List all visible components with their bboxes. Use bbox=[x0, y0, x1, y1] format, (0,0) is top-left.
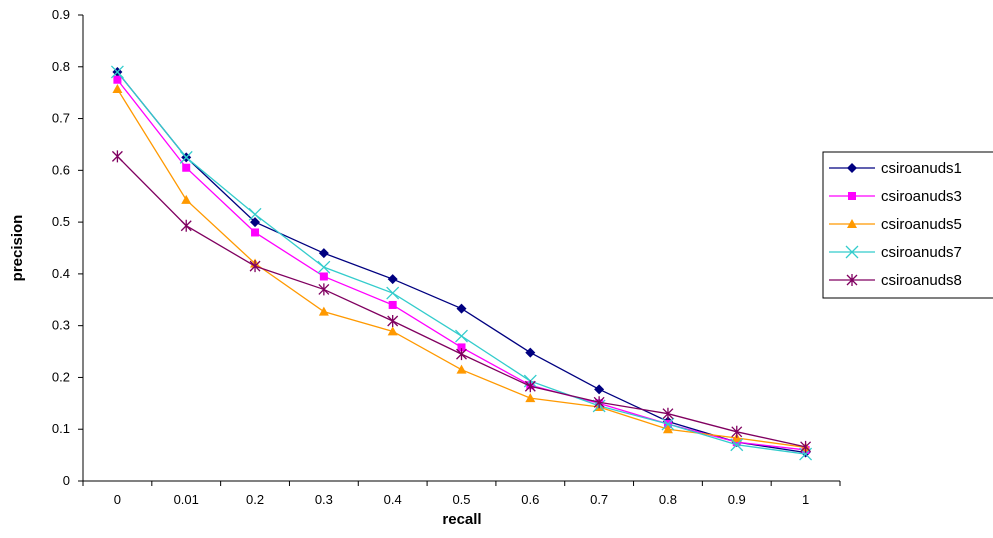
data-point bbox=[732, 438, 741, 447]
data-point bbox=[388, 300, 397, 309]
series-csiroanuds5 bbox=[112, 84, 811, 452]
legend-marker bbox=[847, 163, 857, 173]
series-line bbox=[116, 71, 806, 454]
data-point bbox=[318, 306, 329, 316]
data-point bbox=[456, 303, 467, 314]
series-csiroanuds1 bbox=[112, 66, 811, 458]
data-point bbox=[111, 150, 123, 163]
data-point bbox=[662, 407, 674, 420]
legend-label: csiroanuds7 bbox=[881, 244, 962, 261]
data-point bbox=[387, 326, 398, 336]
data-point bbox=[180, 219, 192, 232]
legend-entry: csiroanuds3 bbox=[829, 188, 962, 205]
legend-marker bbox=[848, 192, 856, 200]
legend-entry: csiroanuds5 bbox=[829, 216, 962, 233]
data-point bbox=[110, 65, 124, 79]
data-point bbox=[456, 364, 467, 374]
data-point bbox=[251, 228, 260, 237]
data-point bbox=[594, 384, 605, 395]
y-tick-label: 0 bbox=[63, 473, 70, 488]
series-layer bbox=[110, 65, 813, 461]
data-point bbox=[661, 417, 675, 431]
legend-entry: csiroanuds7 bbox=[829, 244, 962, 261]
y-tick-label: 0.8 bbox=[52, 59, 70, 74]
legend-label: csiroanuds5 bbox=[881, 216, 962, 233]
x-tick-label: 0.4 bbox=[384, 492, 402, 507]
legend-marker bbox=[846, 274, 858, 286]
y-tick-label: 0.4 bbox=[52, 266, 70, 281]
y-tick-label: 0.6 bbox=[52, 162, 70, 177]
legend: csiroanuds1 csiroanuds3 csiroanuds5 csiroan… bbox=[822, 151, 993, 299]
y-tick-label: 0.7 bbox=[52, 111, 70, 126]
data-point bbox=[457, 343, 466, 352]
y-tick-label: 0.3 bbox=[52, 318, 70, 333]
x-axis-title: recall bbox=[442, 511, 481, 528]
x-tick-label: 0.5 bbox=[452, 492, 470, 507]
data-point bbox=[386, 286, 400, 300]
data-point bbox=[112, 84, 123, 94]
x-tick-label: 0.7 bbox=[590, 492, 608, 507]
series-line bbox=[116, 88, 806, 448]
y-tick-label: 0.2 bbox=[52, 369, 70, 384]
data-point bbox=[800, 440, 812, 453]
data-point bbox=[181, 194, 192, 204]
x-tick-label: 0.3 bbox=[315, 492, 333, 507]
data-point bbox=[524, 380, 536, 393]
series-csiroanuds7 bbox=[110, 65, 813, 461]
x-tick-label: 0.9 bbox=[728, 492, 746, 507]
data-point bbox=[318, 283, 330, 296]
data-point bbox=[387, 315, 399, 328]
data-point bbox=[730, 438, 744, 452]
data-point bbox=[456, 348, 467, 361]
legend-entry: csiroanuds8 bbox=[829, 272, 962, 289]
x-tick-label: 0.8 bbox=[659, 492, 677, 507]
data-point bbox=[525, 347, 536, 358]
series-line bbox=[116, 71, 806, 455]
series-csiroanuds8 bbox=[111, 150, 812, 453]
data-point bbox=[249, 260, 261, 273]
data-point bbox=[319, 272, 328, 281]
data-point bbox=[248, 207, 262, 221]
x-tick-label: 0.2 bbox=[246, 492, 264, 507]
data-point bbox=[593, 396, 605, 409]
legend-entry: csiroanuds1 bbox=[829, 160, 962, 177]
series-line bbox=[116, 79, 806, 451]
legend-label: csiroanuds3 bbox=[881, 188, 962, 205]
y-axis-title: precision bbox=[9, 215, 26, 282]
data-point bbox=[179, 150, 193, 164]
data-point bbox=[525, 393, 536, 403]
y-tick-label: 0.5 bbox=[52, 214, 70, 229]
data-point bbox=[387, 274, 398, 285]
data-point bbox=[455, 329, 468, 343]
legend-marker bbox=[845, 245, 859, 259]
data-point bbox=[182, 163, 191, 172]
legend-label: csiroanuds8 bbox=[881, 272, 962, 289]
axes: 0 0.1 0.2 0.3 0.4 0.5 0.6 0.7 0.8 0.9 0 0.01 0.2 0.3 0… bbox=[52, 7, 841, 507]
x-tick-label: 0.01 bbox=[174, 492, 199, 507]
data-point bbox=[317, 260, 331, 274]
legend-label: csiroanuds1 bbox=[881, 160, 962, 177]
y-tick-label: 0.9 bbox=[52, 7, 70, 22]
data-point bbox=[318, 248, 329, 259]
x-tick-label: 0.6 bbox=[521, 492, 539, 507]
x-tick-label: 0 bbox=[114, 492, 121, 507]
y-tick-label: 0.1 bbox=[52, 421, 70, 436]
data-point bbox=[113, 75, 122, 84]
series-csiroanuds3 bbox=[113, 75, 810, 454]
data-point bbox=[250, 217, 261, 228]
x-tick-label: 1 bbox=[802, 492, 809, 507]
data-point bbox=[731, 425, 743, 438]
data-point bbox=[662, 424, 673, 434]
legend-marker bbox=[847, 219, 857, 228]
